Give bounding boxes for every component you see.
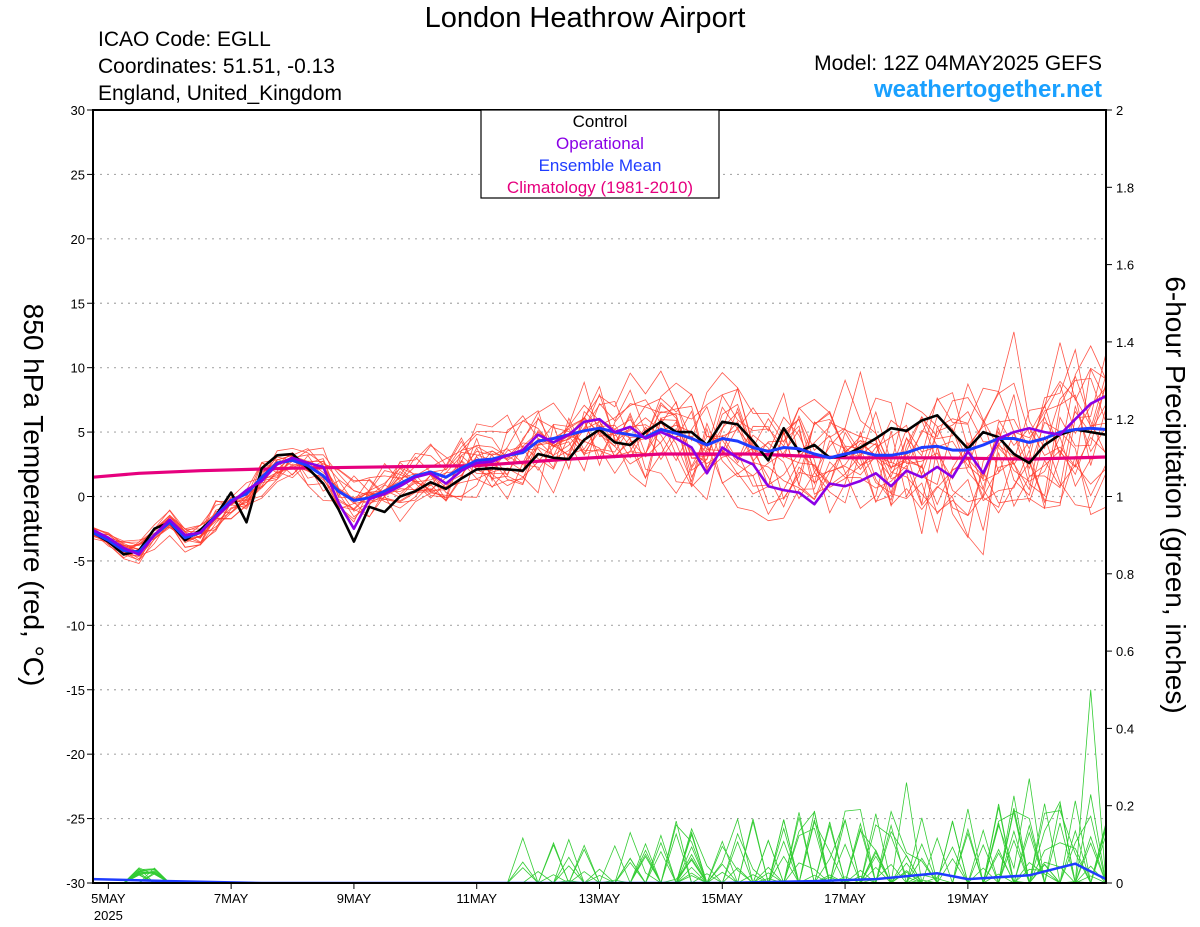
y-right-tick-label: 0.6 xyxy=(1116,644,1134,659)
precip-member-line xyxy=(93,810,1106,883)
axis-ticks: 302520151050-5-10-15-20-25-3021.81.61.41… xyxy=(66,103,1134,923)
precip-member-line xyxy=(93,795,1106,883)
chart-title: London Heathrow Airport xyxy=(424,2,746,34)
y-tick-label: -20 xyxy=(66,747,85,762)
y-right-tick-label: 1.6 xyxy=(1116,258,1134,273)
temperature-member-line xyxy=(93,388,1106,556)
y-right-tick-label: 1.8 xyxy=(1116,180,1134,195)
y-tick-label: -15 xyxy=(66,683,85,698)
y-right-tick-label: 2 xyxy=(1116,103,1123,118)
y-tick-label: -25 xyxy=(66,812,85,827)
brand-link[interactable]: weathertogether.net xyxy=(873,76,1102,103)
precip-member-line xyxy=(93,810,1106,883)
precip-member-line xyxy=(93,778,1106,883)
y-tick-label: -10 xyxy=(66,618,85,633)
x-tick-label: 19MAY xyxy=(947,891,989,906)
y-tick-label: 10 xyxy=(71,361,85,376)
precip-member-line xyxy=(93,829,1106,883)
legend-box xyxy=(480,109,720,199)
y-right-tick-label: 0.8 xyxy=(1116,567,1134,582)
legend-entry: Ensemble Mean xyxy=(539,156,662,175)
plot-area xyxy=(93,331,1106,883)
y-tick-label: 15 xyxy=(71,296,85,311)
y-tick-label: 0 xyxy=(78,490,85,505)
x-tick-label: 15MAY xyxy=(701,891,743,906)
precip-member-line xyxy=(93,800,1106,883)
icao-code: ICAO Code: EGLL xyxy=(98,28,271,51)
temperature-member-line xyxy=(93,410,1106,560)
precip-member-line xyxy=(93,810,1106,883)
x-tick-label: 13MAY xyxy=(579,891,621,906)
precip-member-line xyxy=(93,803,1106,883)
precip-mean-line xyxy=(93,862,1106,883)
y-tick-label: 20 xyxy=(71,232,85,247)
climatology-line xyxy=(93,452,1106,479)
x-tick-label: 7MAY xyxy=(214,891,249,906)
temperature-member-line xyxy=(93,370,1106,554)
x-year-label: 2025 xyxy=(94,908,123,923)
y-tick-label: 30 xyxy=(71,103,85,118)
temperature-member-line xyxy=(93,367,1106,562)
y-right-tick-label: 0.2 xyxy=(1116,799,1134,814)
x-tick-label: 9MAY xyxy=(337,891,372,906)
operational-line xyxy=(93,394,1106,556)
legend-entry: Climatology (1981-2010) xyxy=(507,178,693,197)
y-tick-label: 5 xyxy=(78,425,85,440)
precip-member-line xyxy=(93,782,1106,883)
y-right-tick-label: 1.2 xyxy=(1116,412,1134,427)
legend-entry: Operational xyxy=(556,134,644,153)
precip-member-line xyxy=(93,810,1106,883)
temperature-member-line xyxy=(93,383,1106,564)
precip-member-line xyxy=(93,689,1106,883)
precip-members xyxy=(93,689,1106,883)
legend: Control Operational Ensemble Mean Climatolo… xyxy=(480,109,720,199)
temperature-member-line xyxy=(93,386,1106,553)
y-right-tick-label: 1.4 xyxy=(1116,335,1134,350)
temperature-member-line xyxy=(93,382,1106,551)
y-tick-label: 25 xyxy=(71,167,85,182)
coordinates: Coordinates: 51.51, -0.13 xyxy=(98,55,335,78)
x-tick-label: 11MAY xyxy=(456,891,497,906)
precip-member-line xyxy=(93,807,1106,883)
control-line xyxy=(93,413,1106,556)
legend-entry: Control xyxy=(573,112,628,131)
precip-member-line xyxy=(93,809,1106,883)
y-tick-label: -5 xyxy=(73,554,85,569)
temperature-member-line xyxy=(93,381,1106,554)
y-right-tick-label: 1 xyxy=(1116,490,1123,505)
y-tick-label: -30 xyxy=(66,876,85,891)
precip-member-line xyxy=(93,804,1106,883)
y-right-tick-label: 0 xyxy=(1116,876,1123,891)
temperature-members xyxy=(93,331,1106,564)
region: England, United_Kingdom xyxy=(98,82,343,105)
x-tick-label: 5MAY xyxy=(91,891,126,906)
y-right-tick-label: 0.4 xyxy=(1116,721,1134,736)
model-run: Model: 12Z 04MAY2025 GEFS xyxy=(814,52,1102,75)
x-tick-label: 17MAY xyxy=(824,891,866,906)
grid xyxy=(93,173,1106,820)
precip-member-line xyxy=(93,812,1106,883)
ensemble-mean-line xyxy=(93,426,1106,554)
precip-member-line xyxy=(93,803,1106,883)
precip-member-line xyxy=(93,800,1106,883)
